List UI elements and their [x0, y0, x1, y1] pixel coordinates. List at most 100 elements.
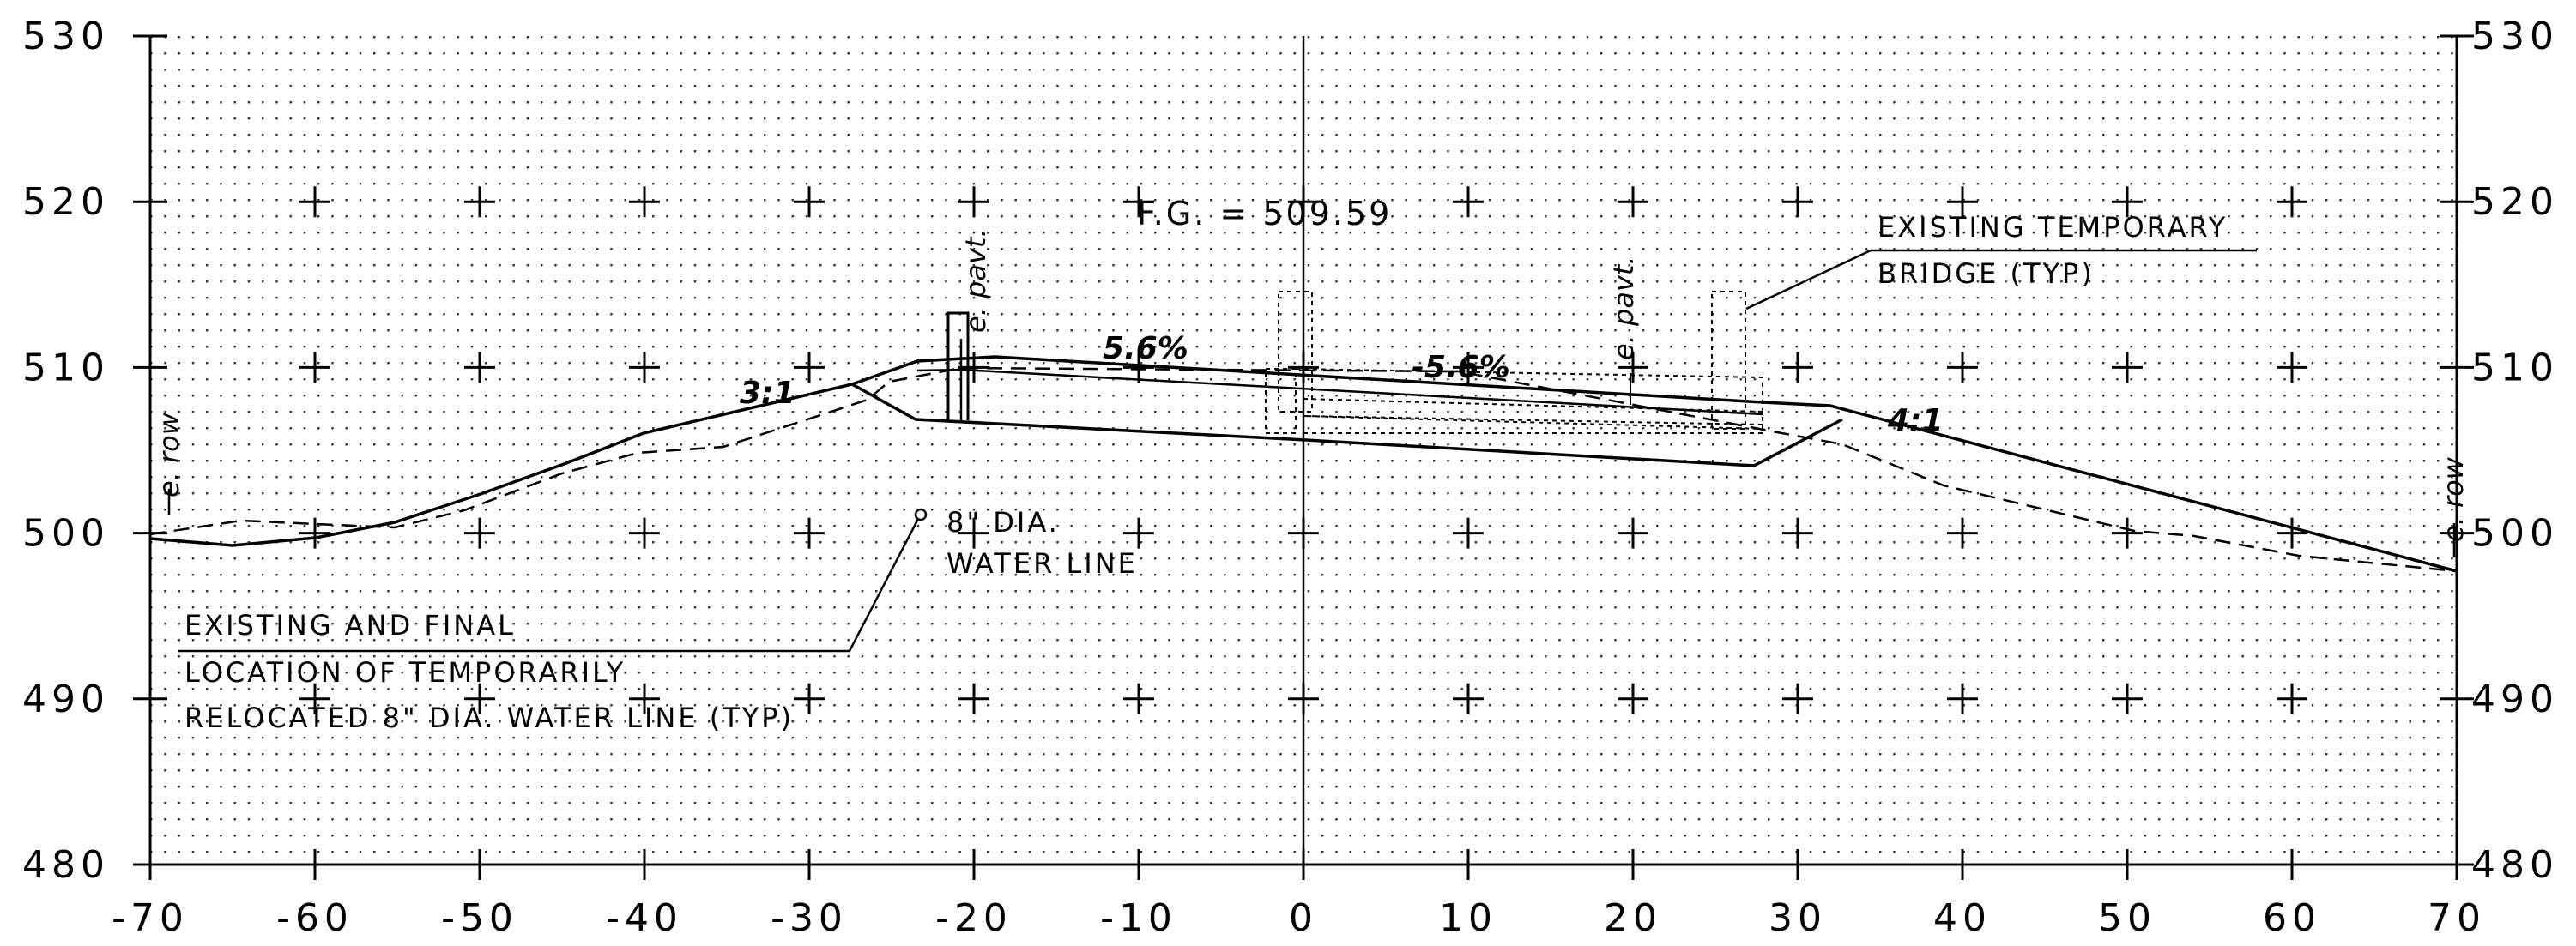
- x-tick-label: -40: [606, 896, 683, 940]
- y-axis-labels: 480 480 490 490 500 500 510 510 520 520 530 530: [22, 15, 2559, 887]
- grid-plus: [629, 517, 660, 549]
- grid-plus-markers: [299, 186, 2307, 714]
- grid-plus: [299, 683, 330, 714]
- x-tick-label: 50: [2098, 896, 2156, 940]
- grid-plus: [2277, 683, 2307, 714]
- grid-plus: [464, 517, 495, 549]
- y-tick-label-left: 530: [22, 15, 110, 58]
- x-tick-label: -60: [276, 896, 354, 940]
- row-right-label: e. row: [2437, 456, 2470, 542]
- grid-plus: [2112, 186, 2143, 218]
- grid-plus: [958, 683, 989, 714]
- row-left-label: e. row: [153, 412, 185, 497]
- grid-plus: [629, 352, 660, 383]
- grid-plus: [958, 186, 989, 218]
- x-tick-label: 70: [2428, 896, 2486, 940]
- cl-pavt-right-label: e. pavt.: [1607, 256, 1640, 360]
- grid-plus: [2277, 352, 2307, 383]
- grid-plus: [958, 517, 989, 549]
- y-tick-label-left: 510: [22, 346, 110, 389]
- grid-plus: [629, 186, 660, 218]
- y-tick-label-left: 500: [22, 512, 110, 556]
- y-tick-label-left: 480: [22, 843, 110, 887]
- grid-plus: [299, 517, 330, 549]
- grid-plus: [1947, 186, 1978, 218]
- grid-plus: [464, 683, 495, 714]
- grid-plus: [1453, 186, 1484, 218]
- y-tick-label-right: 490: [2471, 678, 2559, 721]
- grid-plus: [2112, 683, 2143, 714]
- grid-plus: [299, 352, 330, 383]
- x-tick-label: -70: [112, 896, 189, 940]
- ratio-right-label: 4:1: [1887, 403, 1944, 438]
- ratio-left-label: 3:1: [740, 376, 795, 411]
- y-tick-label-right: 530: [2471, 15, 2559, 58]
- grid-plus: [2112, 352, 2143, 383]
- grid-plus: [1947, 517, 1978, 549]
- grid-plus: [1123, 186, 1154, 218]
- water-label-line1: 8" DIA.: [946, 506, 1060, 539]
- x-tick-label: -10: [1100, 896, 1177, 940]
- grid-plus: [1453, 683, 1484, 714]
- y-tick-label-right: 480: [2471, 843, 2559, 887]
- fg-label: F.G. = 509.59: [1137, 195, 1392, 232]
- y-tick-label-right: 520: [2471, 180, 2559, 224]
- water-label-line2: WATER LINE: [946, 547, 1138, 580]
- grid-plus: [1618, 352, 1648, 383]
- grid-plus: [1947, 352, 1978, 383]
- existing-label-line3: RELOCATED 8" DIA. WATER LINE (TYP): [184, 702, 794, 734]
- x-tick-label: 10: [1439, 896, 1497, 940]
- grid-plus: [2277, 517, 2307, 549]
- grid-plus: [299, 186, 330, 218]
- grid-plus: [1618, 517, 1648, 549]
- grid-plus: [794, 352, 825, 383]
- grid-plus: [1123, 352, 1154, 383]
- grid-plus: [464, 352, 495, 383]
- grid-plus: [1782, 683, 1813, 714]
- bridge-label-line1: EXISTING TEMPORARY: [1878, 211, 2228, 244]
- grid-plus: [1947, 683, 1978, 714]
- bridge-label-line2: BRIDGE (TYP): [1878, 257, 2095, 290]
- x-tick-label: 40: [1933, 896, 1992, 940]
- grid-plus: [1618, 683, 1648, 714]
- slope-left-label: 5.6%: [1103, 331, 1188, 366]
- existing-label-line2: LOCATION OF TEMPORARILY: [184, 656, 626, 689]
- x-tick-label: -30: [771, 896, 848, 940]
- grid-plus: [794, 683, 825, 714]
- y-tick-label-right: 500: [2471, 512, 2559, 556]
- grid-plus: [1618, 186, 1648, 218]
- y-tick-label-right: 510: [2471, 346, 2559, 389]
- axis-ticks: [133, 34, 2474, 880]
- grid-plus: [2277, 186, 2307, 218]
- grid-plus: [1453, 352, 1484, 383]
- x-tick-label: -50: [441, 896, 518, 940]
- x-tick-label: 0: [1289, 896, 1318, 940]
- underside-line: [851, 383, 1843, 467]
- grid-plus: [629, 683, 660, 714]
- cl-pavt-left-label: e. pavt.: [959, 228, 992, 333]
- existing-ground-line: [149, 366, 2458, 573]
- grid-plus: [464, 186, 495, 218]
- curb-marker: [946, 311, 970, 420]
- x-axis-labels: -70 -60 -50 -40 -30 -20 -10 0 10 20 30 40 50 60 70: [112, 896, 2486, 940]
- grid-plus: [2112, 517, 2143, 549]
- x-tick-label: -20: [935, 896, 1013, 940]
- grid-plus: [1453, 517, 1484, 549]
- grid-plus: [794, 517, 825, 549]
- slope-right-label: -5.6%: [1412, 350, 1510, 385]
- grid-plus: [794, 186, 825, 218]
- x-tick-label: 30: [1769, 896, 1827, 940]
- x-tick-label: 20: [1604, 896, 1662, 940]
- y-tick-label-left: 520: [22, 180, 110, 224]
- grid-plus: [1782, 517, 1813, 549]
- grid-plus: [1123, 517, 1154, 549]
- grid-plus: [1782, 352, 1813, 383]
- grid-plus: [1782, 186, 1813, 218]
- existing-label-line1: EXISTING AND FINAL: [184, 609, 516, 642]
- x-tick-label: 60: [2263, 896, 2321, 940]
- y-tick-label-left: 490: [22, 678, 110, 721]
- callout-leaders: [178, 249, 2257, 653]
- grid-plus: [1123, 683, 1154, 714]
- temporary-bridge-outline: [1265, 291, 1763, 434]
